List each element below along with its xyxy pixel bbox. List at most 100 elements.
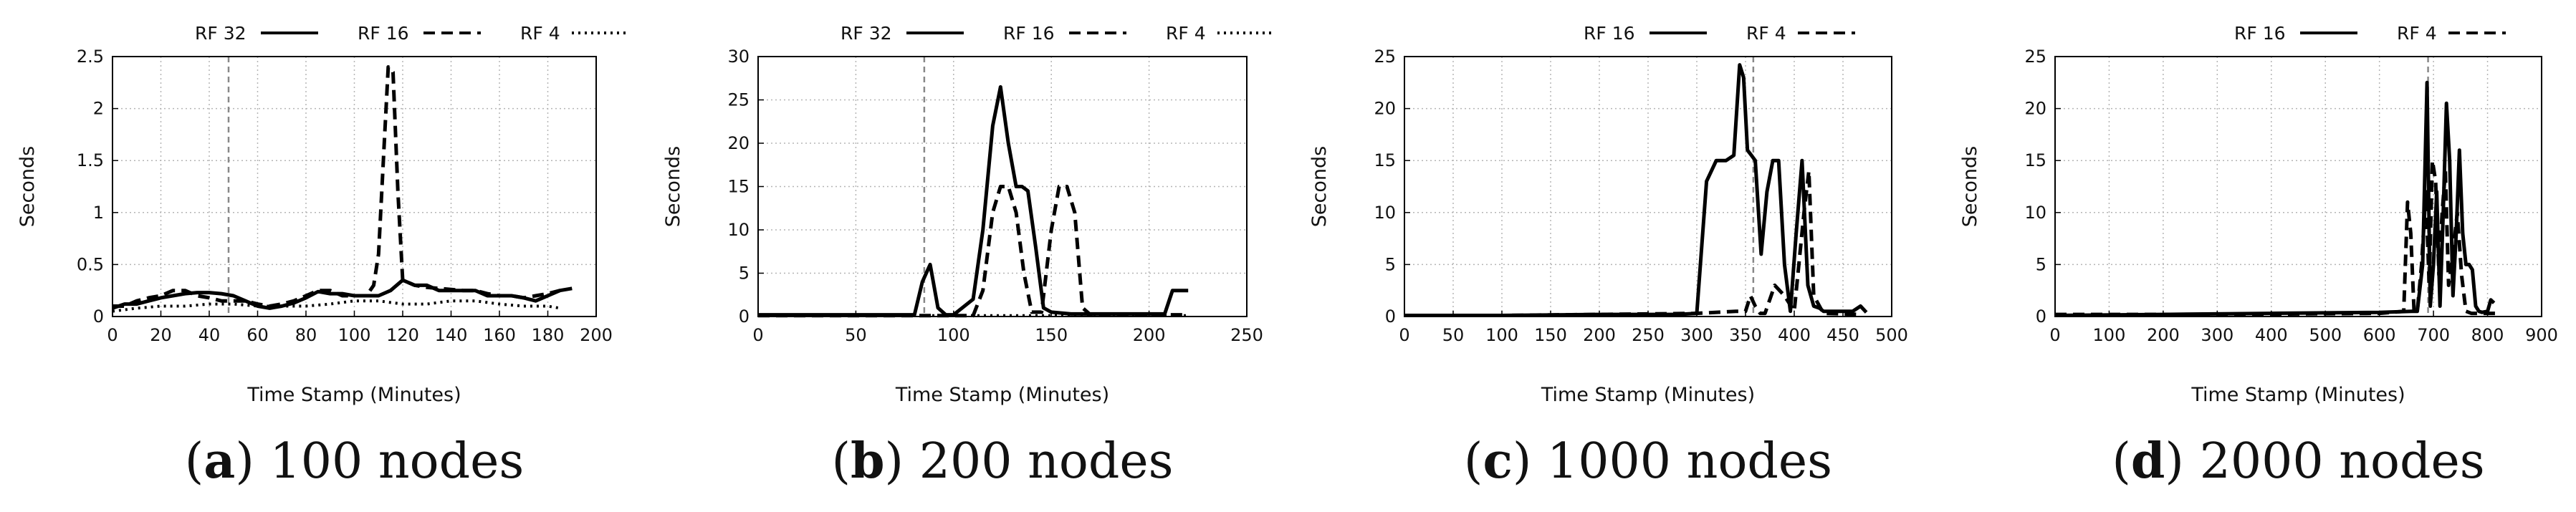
- series-line-rf-4: [112, 299, 560, 313]
- chart-panel-a: 0 20 40 60 80 100 120 140 160 180 200 0 0.5 1 1.5 2 2.5 T…: [16, 23, 629, 490]
- x-tick-label: 200: [1133, 325, 1166, 345]
- legend-label: RF 16: [1003, 23, 1055, 44]
- y-tick-label: 20: [1374, 99, 1396, 119]
- y-tick-label: 1: [93, 203, 104, 223]
- y-tick-label: 20: [727, 133, 750, 153]
- x-tick-label: 250: [1632, 325, 1665, 345]
- x-tick-label: 0: [2049, 325, 2060, 345]
- x-tick-label: 200: [1583, 325, 1616, 345]
- legend-label: RF 4: [2397, 23, 2437, 44]
- gridlines: [112, 56, 597, 317]
- caption-letter: a: [204, 433, 235, 490]
- legend: RF 16 RF 4: [2234, 23, 2506, 44]
- y-tick-label: 15: [2024, 150, 2046, 170]
- caption-text: 200 nodes: [919, 433, 1174, 490]
- x-tick-label: 100: [2093, 325, 2126, 345]
- x-tick-label: 200: [580, 325, 613, 345]
- plot-frame: [757, 56, 1248, 317]
- x-axis-label: Time Stamp (Minutes): [895, 384, 1109, 406]
- legend: RF 32 RF 16 RF 4: [841, 23, 1275, 44]
- legend-label: RF 32: [195, 23, 246, 44]
- x-tick-label: 0: [752, 325, 763, 345]
- y-axis-label: Seconds: [1308, 146, 1331, 227]
- series-line-rf-16: [112, 65, 561, 308]
- x-tick-label: 20: [150, 325, 172, 345]
- caption-letter: c: [1483, 433, 1512, 490]
- x-tick-label: 600: [2363, 325, 2396, 345]
- x-tick-label: 0: [107, 325, 118, 345]
- subfigure-caption: (c) 1000 nodes: [1464, 433, 1832, 490]
- y-tick-label: 0: [2036, 306, 2046, 327]
- legend-label: RF 4: [1166, 23, 1206, 44]
- x-tick-label: 0: [1399, 325, 1409, 345]
- y-tick-label: 10: [2024, 203, 2046, 223]
- series-line-rf-16: [2054, 80, 2496, 317]
- x-tick-label: 50: [845, 325, 867, 345]
- legend: RF 16 RF 4: [1584, 23, 1855, 44]
- y-tick-label: 25: [727, 90, 750, 110]
- subfigure-caption: (a) 100 nodes: [185, 433, 525, 490]
- y-tick-label: 25: [2024, 47, 2046, 67]
- y-axis-label: Seconds: [1959, 146, 1981, 227]
- x-tick-label: 100: [338, 325, 371, 345]
- plot-frame: [1404, 56, 1892, 317]
- y-axis-label: Seconds: [16, 146, 39, 227]
- legend-label: RF 4: [520, 23, 560, 44]
- series-line-rf-16: [758, 185, 1189, 318]
- x-tick-label: 500: [2309, 325, 2342, 345]
- x-tick-label: 100: [1485, 325, 1518, 345]
- x-tick-label: 180: [532, 325, 565, 345]
- x-axis-label: Time Stamp (Minutes): [246, 384, 461, 406]
- legend-label: RF 16: [1584, 23, 1635, 44]
- y-tick-label: 10: [1374, 203, 1396, 223]
- x-axis-label: Time Stamp (Minutes): [2190, 384, 2405, 406]
- x-axis-label: Time Stamp (Minutes): [1541, 384, 1755, 406]
- x-tick-label: 300: [2201, 325, 2233, 345]
- legend: RF 32 RF 16 RF 4: [195, 23, 629, 44]
- y-axis-label: Seconds: [662, 146, 684, 227]
- caption-text: 2000 nodes: [2200, 433, 2485, 490]
- legend-label: RF 32: [841, 23, 892, 44]
- plot-frame: [2054, 56, 2542, 317]
- legend-label: RF 16: [358, 23, 409, 44]
- y-tick-label: 15: [727, 177, 750, 197]
- x-tick-label: 500: [1875, 325, 1908, 345]
- series-line-rf-4: [2055, 158, 2499, 317]
- x-tick-label: 400: [1778, 325, 1811, 345]
- x-tick-label: 450: [1826, 325, 1859, 345]
- y-tick-label: 5: [739, 264, 750, 284]
- x-tick-label: 100: [937, 325, 970, 345]
- legend-label: RF 4: [1746, 23, 1786, 44]
- chart-panel-b: 0 50 100 150 200 250 0 5 10 15 20 25 30 Time Stamp (M…: [662, 23, 1275, 490]
- x-tick-label: 80: [295, 325, 317, 345]
- y-tick-label: 0: [739, 306, 750, 327]
- x-tick-label: 150: [1534, 325, 1567, 345]
- y-tick-label: 2: [93, 99, 104, 119]
- y-tick-label: 0: [1385, 306, 1396, 327]
- legend-label: RF 16: [2234, 23, 2286, 44]
- x-tick-label: 140: [435, 325, 468, 345]
- y-tick-label: 20: [2024, 99, 2046, 119]
- x-tick-label: 300: [1680, 325, 1713, 345]
- y-tick-label: 1.5: [77, 150, 104, 170]
- subfigure-caption: (b) 200 nodes: [831, 433, 1173, 490]
- chart-panel-d: 0 100 200 300 400 500 600 700 800 900 0 5 10 15 20 25 Ti…: [1959, 23, 2558, 490]
- y-tick-label: 5: [1385, 254, 1396, 274]
- x-tick-label: 120: [386, 325, 419, 345]
- caption-letter: d: [2131, 433, 2165, 490]
- x-tick-label: 50: [1442, 325, 1465, 345]
- x-tick-label: 350: [1729, 325, 1762, 345]
- x-tick-label: 40: [198, 325, 221, 345]
- y-tick-label: 0.5: [77, 254, 104, 274]
- x-tick-label: 250: [1230, 325, 1263, 345]
- gridlines: [2054, 56, 2542, 317]
- y-tick-label: 15: [1374, 150, 1396, 170]
- x-tick-label: 900: [2525, 325, 2558, 345]
- x-tick-label: 700: [2417, 325, 2450, 345]
- caption-letter: b: [851, 433, 885, 490]
- plot-frame: [112, 56, 597, 317]
- x-tick-label: 400: [2255, 325, 2288, 345]
- y-tick-label: 10: [727, 220, 750, 240]
- series-line-rf-32: [758, 84, 1189, 317]
